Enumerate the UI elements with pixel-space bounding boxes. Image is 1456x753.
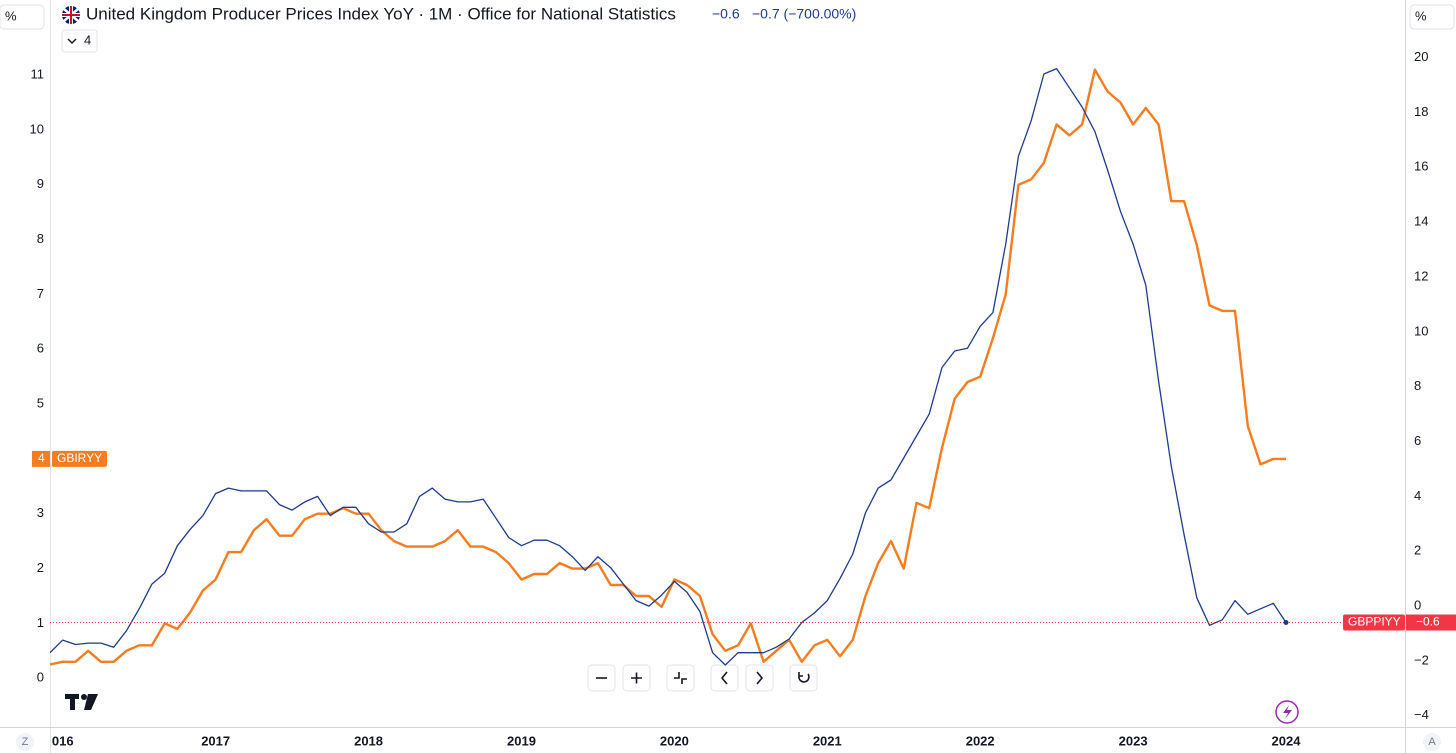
scroll-right[interactable]: [745, 664, 774, 692]
x-tick-label: 016: [52, 733, 74, 748]
indicator-toggle[interactable]: [61, 29, 98, 53]
y2-tick-label: 4: [1414, 488, 1421, 503]
y-tick-label: 6: [37, 341, 44, 356]
zoom-buttons: [587, 664, 818, 692]
x-tick-label: 2019: [507, 733, 536, 748]
last-point: [1283, 620, 1289, 626]
y-tick-label: 0: [37, 670, 44, 685]
right-unit-box[interactable]: [1409, 4, 1455, 30]
y-tick-label: 5: [37, 396, 44, 411]
x-tick-label: 2020: [660, 733, 689, 748]
chart-title: United Kingdom Producer Prices Index YoY…: [86, 4, 676, 23]
y2-tick-label: 2: [1414, 543, 1421, 558]
series-line: [50, 67, 1287, 666]
corner-left: Z: [22, 736, 29, 748]
y-tick-label: 8: [37, 231, 44, 246]
y-tick-label: 9: [37, 176, 44, 191]
y-tick-label: 10: [30, 121, 44, 136]
series-name: GBPPIYY: [1348, 615, 1401, 629]
reset-scale[interactable]: [666, 664, 695, 692]
y2-tick-label: 8: [1414, 378, 1421, 393]
y-tick-label: 3: [37, 505, 44, 520]
x-tick-label: 2023: [1119, 733, 1148, 748]
plot-area: [50, 67, 1287, 666]
y2-tick-label: 16: [1414, 159, 1428, 174]
y2-tick-label: 18: [1414, 104, 1428, 119]
y-tick-label: 2: [37, 560, 44, 575]
reset[interactable]: [789, 664, 818, 692]
y2-tick-label: 12: [1414, 268, 1428, 283]
corner-left-bg[interactable]: [16, 733, 34, 751]
series-line: [50, 68, 1286, 666]
y-tick-label: 1: [37, 615, 44, 630]
x-tick-label: 2018: [354, 733, 383, 748]
x-tick-label: 2021: [813, 733, 842, 748]
y2-tick-label: 0: [1414, 597, 1421, 612]
right-unit: %: [1415, 8, 1427, 23]
series-tag: [52, 450, 107, 467]
left-unit-box[interactable]: [0, 4, 45, 30]
y-tick-label: 11: [31, 67, 45, 82]
collapsed-count: 4: [84, 32, 91, 47]
logo: [65, 694, 98, 710]
button-icons: [596, 671, 810, 685]
value-label: −0.6: [1416, 615, 1440, 629]
alert-icon: [1275, 700, 1299, 724]
last-value: −0.6: [712, 6, 740, 22]
value-label: 4: [38, 451, 45, 465]
chevron-icon: [67, 38, 77, 45]
left-unit: %: [5, 8, 17, 23]
series-name: GBIRYY: [57, 451, 102, 465]
y2-tick-label: 14: [1414, 214, 1428, 229]
value-tag: [32, 450, 50, 467]
x-tick-label: 2022: [966, 733, 995, 748]
corner-right-bg[interactable]: [1423, 733, 1441, 751]
corner-right: A: [1428, 736, 1436, 748]
flag-icon: [62, 6, 80, 24]
y2-tick-label: 20: [1414, 49, 1428, 64]
y2-tick-label: −4: [1414, 707, 1429, 722]
change: −0.7 (−700.00%): [752, 6, 856, 22]
y2-tick-label: −2: [1414, 652, 1429, 667]
y-tick-label: 7: [37, 286, 44, 301]
series-tag: [1343, 614, 1405, 631]
x-tick-label: 2024: [1272, 733, 1302, 748]
y2-tick-label: 6: [1414, 433, 1421, 448]
y2-tick-label: 10: [1414, 323, 1428, 338]
x-tick-label: 2017: [201, 733, 230, 748]
value-tag: [1406, 614, 1456, 631]
scroll-left[interactable]: [710, 664, 739, 692]
